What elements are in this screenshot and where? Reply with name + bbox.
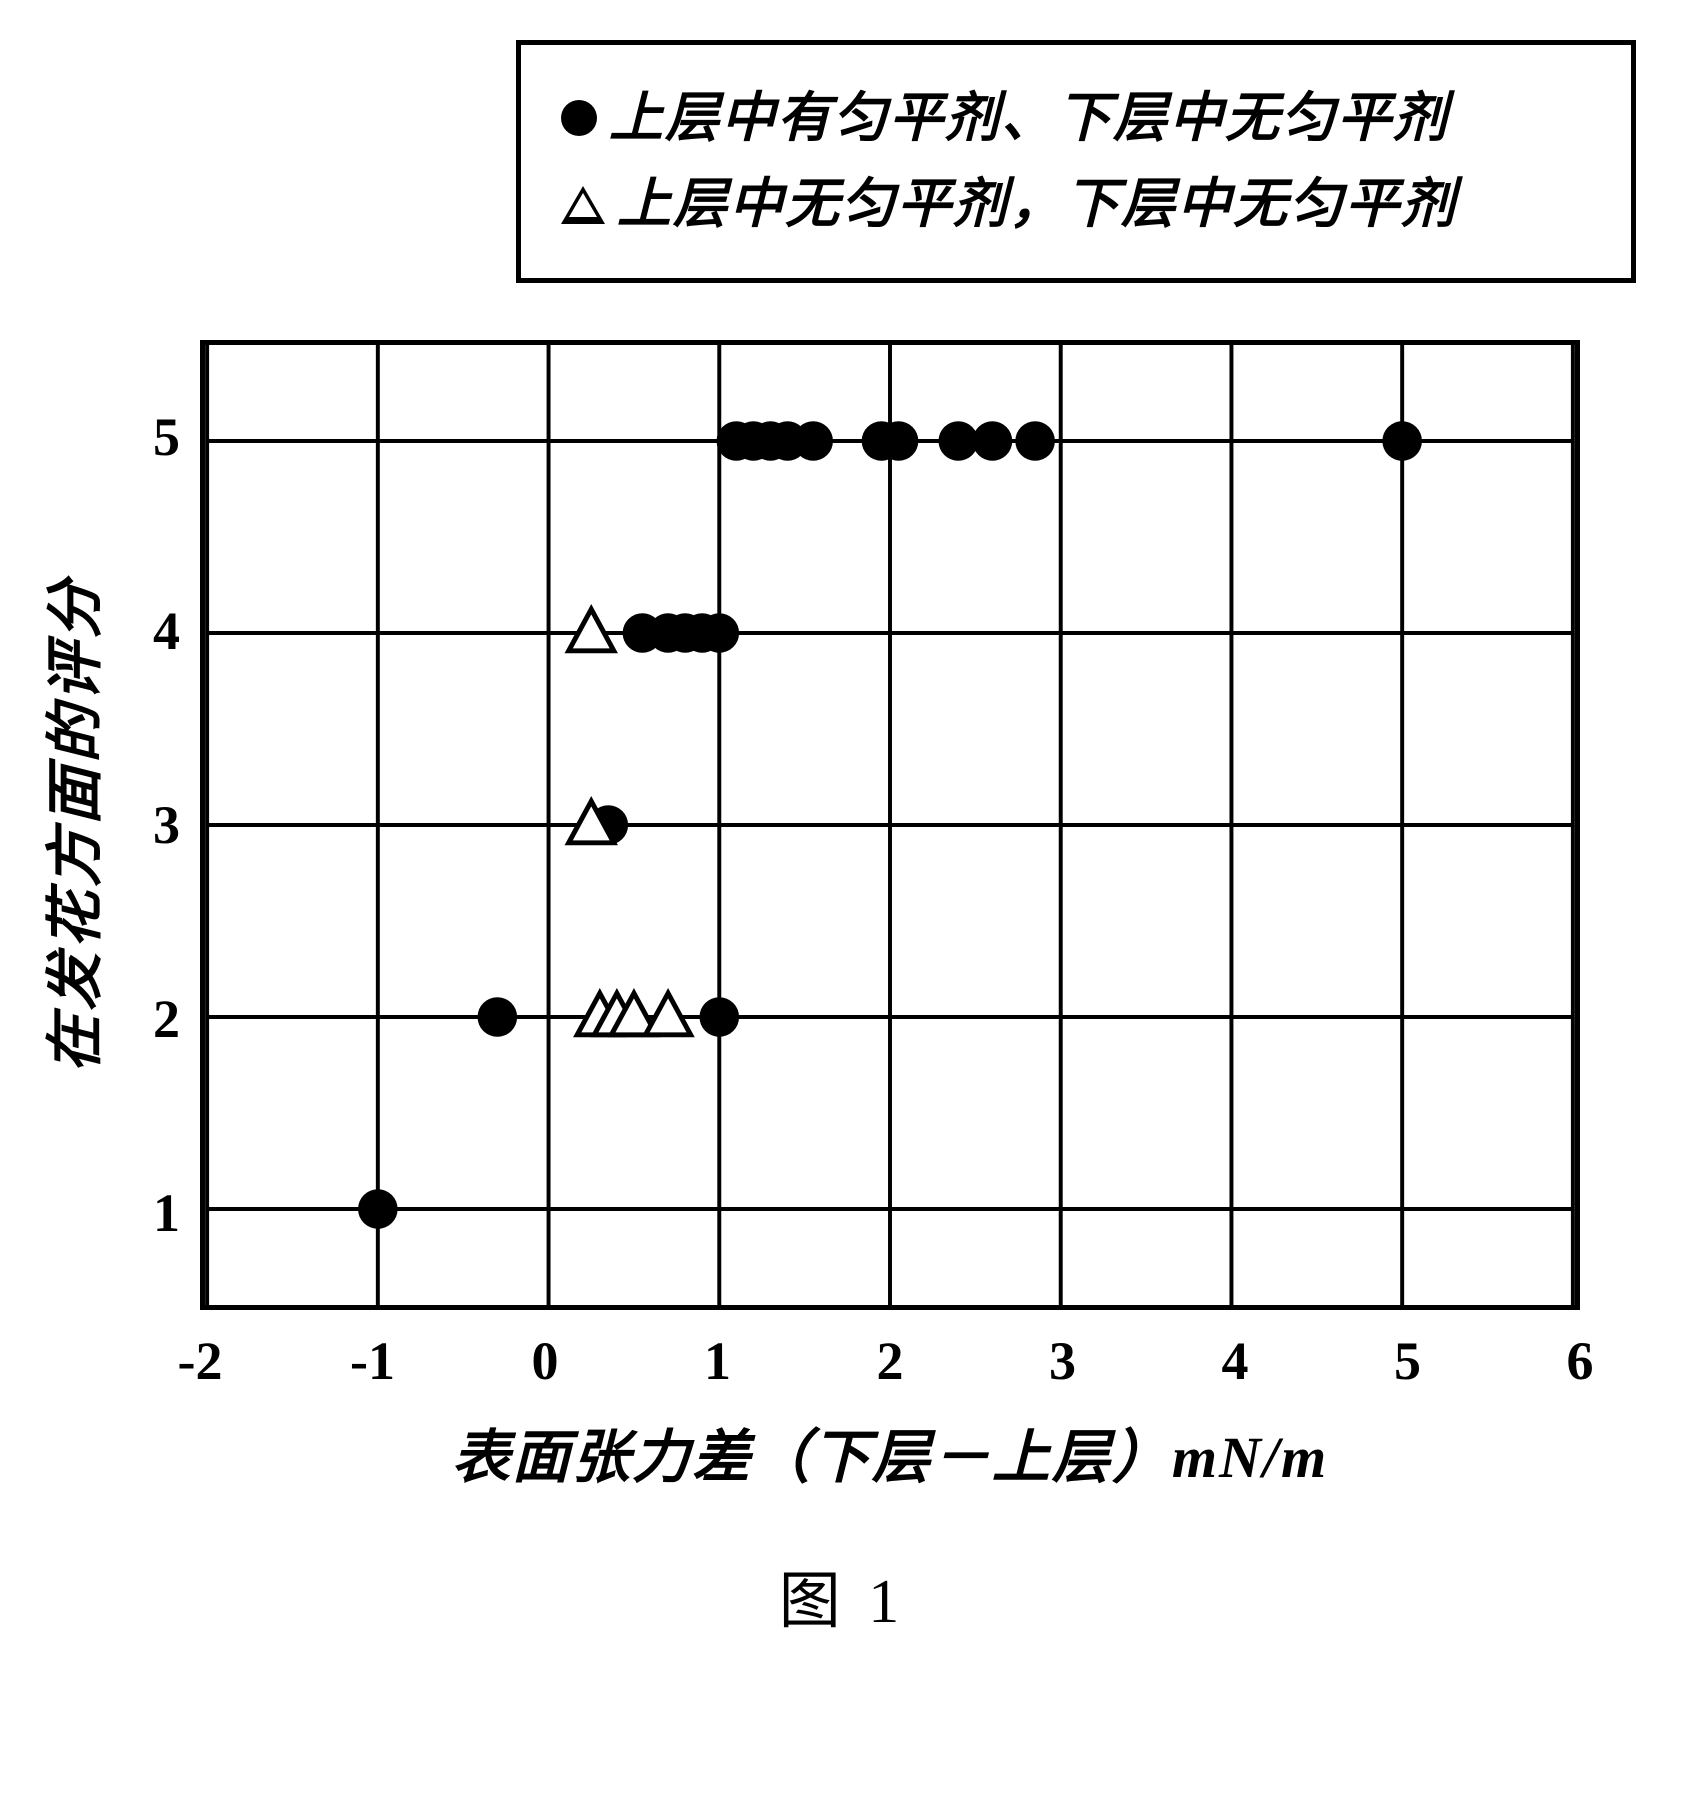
ytick-3: 3 — [153, 794, 180, 856]
ytick-5: 5 — [153, 406, 180, 468]
plot-outer: 在发花方面的评分 5 4 3 2 1 -2 -1 0 1 2 3 4 5 6 表… — [200, 340, 1580, 1310]
xtick-6: 6 — [1567, 1330, 1594, 1392]
ytick-4: 4 — [153, 600, 180, 662]
figure-caption: 图 1 — [779, 1550, 906, 1640]
legend-label-1: 上层中无匀平剂，下层中无匀平剂 — [617, 161, 1457, 247]
x-axis-label: 表面张力差（下层－上层）mN/m — [452, 1410, 1328, 1494]
legend-item-0: 上层中有匀平剂、下层中无匀平剂 — [561, 75, 1591, 161]
xtick-1: 1 — [704, 1330, 731, 1392]
ytick-2: 2 — [153, 988, 180, 1050]
xtick--1: -1 — [350, 1330, 395, 1392]
xtick-2: 2 — [877, 1330, 904, 1392]
plot-area — [200, 340, 1580, 1310]
xtick--2: -2 — [178, 1330, 223, 1392]
xtick-3: 3 — [1049, 1330, 1076, 1392]
legend-label-0: 上层中有匀平剂、下层中无匀平剂 — [609, 75, 1449, 161]
legend-item-1: 上层中无匀平剂，下层中无匀平剂 — [561, 161, 1591, 247]
open-triangle-icon — [561, 186, 605, 224]
plot-svg — [205, 345, 1575, 1305]
xtick-4: 4 — [1222, 1330, 1249, 1392]
xtick-5: 5 — [1394, 1330, 1421, 1392]
xtick-0: 0 — [532, 1330, 559, 1392]
y-axis-label: 在发花方面的评分 — [28, 577, 112, 1073]
figure-container: 上层中有匀平剂、下层中无匀平剂 上层中无匀平剂，下层中无匀平剂 在发花方面的评分… — [40, 40, 1644, 1754]
legend-box: 上层中有匀平剂、下层中无匀平剂 上层中无匀平剂，下层中无匀平剂 — [516, 40, 1636, 283]
ytick-1: 1 — [153, 1182, 180, 1244]
filled-circle-icon — [561, 100, 597, 136]
